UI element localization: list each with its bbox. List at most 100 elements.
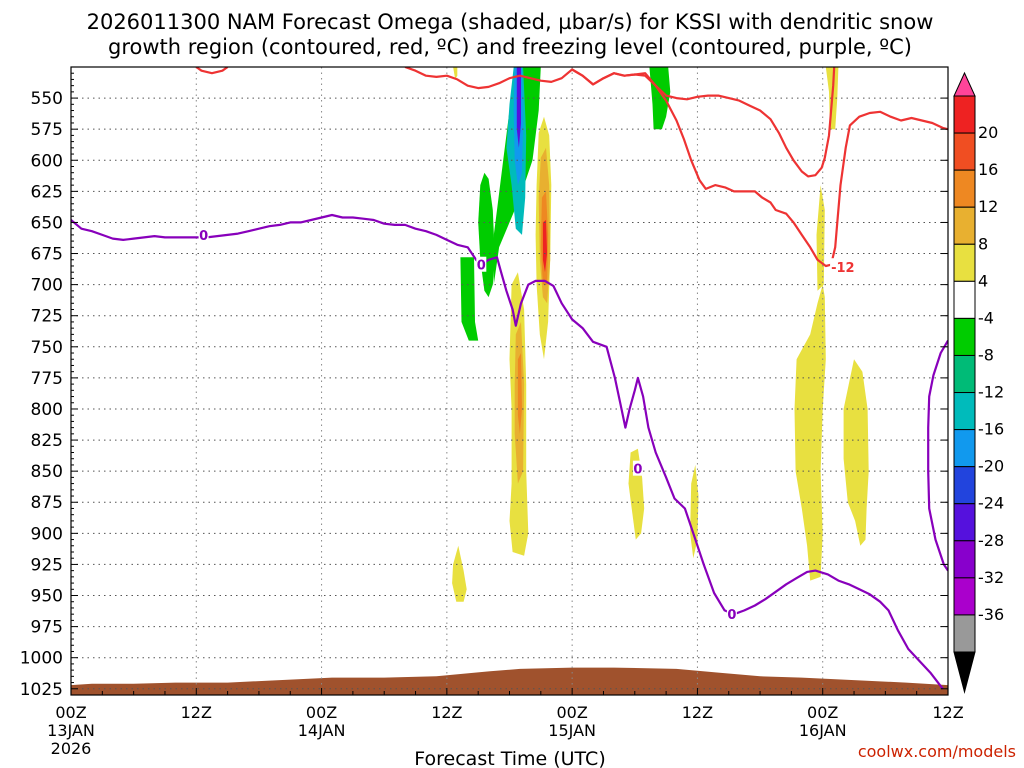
x-tick-label: 12Z [932,703,963,722]
freezing-label-bg-1 [476,256,487,272]
colorbar-label: 4 [978,271,988,290]
omega-region-12 [542,220,548,273]
y-tick-label: 950 [31,587,63,607]
x-tick-label: 00Z [55,703,86,722]
y-tick-label: 1025 [20,680,63,700]
colorbar-label: 20 [978,123,998,142]
omega-region-7 [516,67,521,148]
colorbar-label: -28 [978,531,1004,550]
y-tick-label: 650 [31,213,63,233]
contour-line-2 [195,67,229,75]
x-tick-year: 2026 [51,739,92,758]
y-tick-label: 925 [31,555,63,575]
omega-region-17 [690,464,699,559]
omega-region-0 [460,257,479,341]
x-tick-label: 12Z [682,703,713,722]
omega-region-1 [478,172,495,298]
y-tick-label: 825 [31,431,63,451]
freezing-label-bg-0 [198,226,209,242]
y-tick-label: 700 [31,276,63,296]
x-tick-day: 16JAN [799,721,847,740]
y-tick-label: 725 [31,307,63,327]
colorbar-label: -16 [978,420,1004,439]
omega-region-15 [452,545,467,602]
colorbar-swatch-5 [953,243,976,282]
freezing-label-bg-3 [726,606,737,622]
y-tick-label: 850 [31,462,63,482]
colorbar-label: -8 [978,345,994,364]
omega-region-18 [453,67,458,80]
y-tick-label: 625 [31,182,63,202]
omega-region-20 [816,185,825,291]
chart-title-line2: growth region (contoured, red, ºC) and f… [108,35,912,59]
y-tick-label: 900 [31,524,63,544]
plot-area: 0 0 0 0 -12 550 575 600 625 650 675 700 725 750 775 800… [20,66,964,758]
colorbar-label: 8 [978,234,988,253]
colorbar-swatch-11 [953,466,976,505]
colorbar-swatch-12 [953,503,976,542]
colorbar-label: 12 [978,197,998,216]
x-tick-label: 12Z [431,703,462,722]
colorbar-bottom-arrow [953,651,976,694]
omega-region-22 [843,359,869,546]
x-tick-day: 13JAN [47,721,95,740]
freezing-level-label: 0 [727,608,736,623]
x-tick-day: 14JAN [298,721,346,740]
y-tick-label: 750 [31,338,63,358]
y-tick-label: 550 [31,89,63,109]
colorbar-label: -12 [978,383,1004,402]
colorbar-label: -4 [978,308,994,327]
colorbar-swatch-8 [953,354,976,394]
colorbar-label: -24 [978,494,1004,513]
contour-line-3 [404,67,832,268]
omega-region-14 [517,353,522,434]
x-axis-title: Forecast Time (UTC) [414,748,605,768]
freezing-level-label: 0 [199,229,208,244]
dendritic-label-bg [830,258,849,274]
colorbar-swatch-15 [953,614,976,653]
y-tick-label: 775 [31,369,63,389]
y-tick-label: 800 [31,400,63,420]
colorbar-swatch-1 [953,95,976,134]
x-tick-label: 00Z [306,703,337,722]
colorbar-label: -32 [978,568,1004,587]
colorbar-swatch-14 [953,577,976,616]
y-tick-label: 575 [31,120,63,140]
colorbar-swatch-9 [953,392,976,431]
y-tick-label: 975 [31,618,63,638]
colorbar-label: 16 [978,160,998,179]
y-tick-label: 875 [31,493,63,513]
terrain-surface [71,667,948,695]
x-tick-day: 15JAN [548,721,596,740]
contour-line-0 [71,213,944,690]
contour-line-1 [927,340,948,572]
credit-text[interactable]: coolwx.com/models [858,742,1016,761]
x-tick-label: 12Z [181,703,212,722]
colorbar: 20 16 12 8 4 -4 -8 -12 -16 -20 -24 -28 -32 -36 [953,71,1004,694]
contour-line-4 [571,67,836,178]
colorbar-swatch-7 [953,317,976,356]
colorbar-swatch-10 [953,429,976,468]
colorbar-swatch-3 [953,169,976,208]
freezing-level-label: 0 [477,259,486,274]
colorbar-label: -20 [978,457,1004,476]
x-tick-label: 00Z [556,703,587,722]
y-tick-label: 675 [31,245,63,265]
colorbar-label: -36 [978,605,1004,624]
colorbar-swatch-2 [953,132,976,171]
colorbar-swatch-4 [953,206,976,245]
colorbar-swatch-13 [953,540,976,579]
freezing-label-bg-2 [632,460,643,476]
chart-title-line1: 2026011300 NAM Forecast Omega (shaded, µ… [87,10,934,34]
y-tick-label: 600 [31,151,63,171]
omega-region-19 [794,284,826,581]
contour-line-5 [830,110,948,265]
y-tick-label: 1000 [20,649,63,669]
dendritic-region-label: -12 [831,261,855,276]
freezing-level-label: 0 [633,463,642,478]
x-tick-label: 00Z [807,703,838,722]
colorbar-top-arrow [953,71,976,97]
plot-inner: 0 0 0 0 -12 [71,67,948,695]
colorbar-swatch-6 [953,280,976,319]
